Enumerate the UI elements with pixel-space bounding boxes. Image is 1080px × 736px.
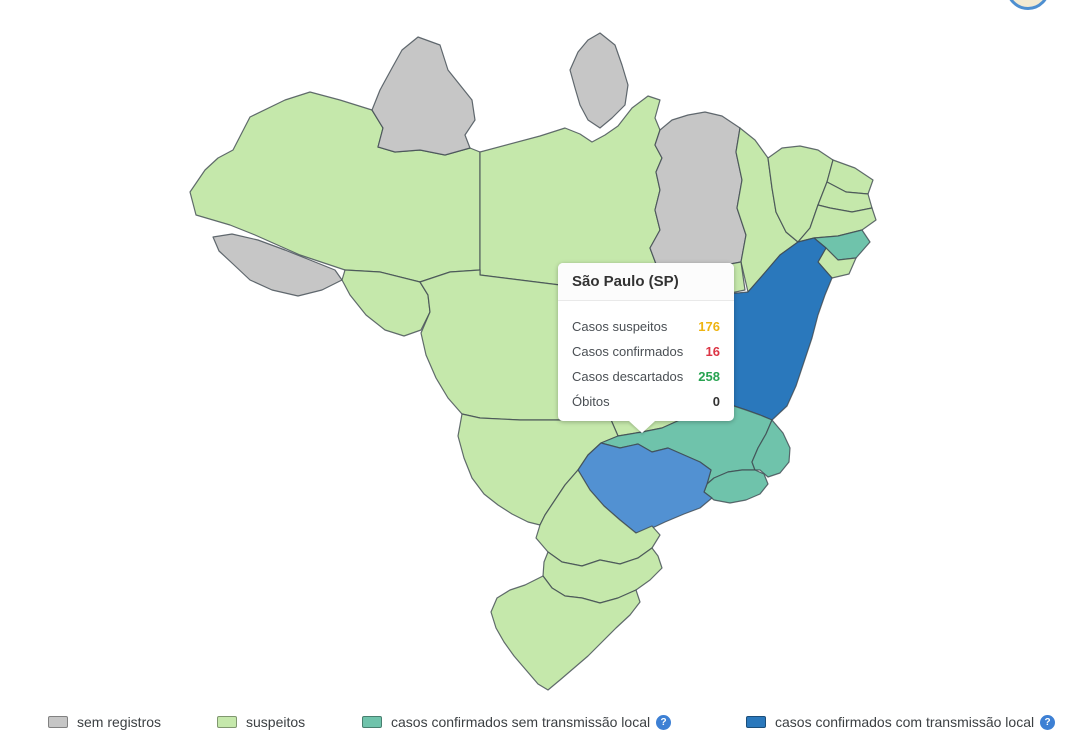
legend-swatch-confirmados-sem-transmissao — [362, 716, 382, 728]
tooltip-row-value: 16 — [705, 344, 720, 359]
legend-swatch-sem-registros — [48, 716, 68, 728]
tooltip-row-label: Casos suspeitos — [572, 319, 668, 334]
state-rondonia[interactable] — [341, 269, 431, 337]
legend-label: casos confirmados sem transmissão local — [391, 714, 651, 730]
tooltip-row-value: 0 — [712, 394, 720, 409]
help-icon[interactable]: ? — [1040, 714, 1056, 730]
tooltip-row-value: 258 — [698, 369, 720, 384]
tooltip-arrow — [629, 421, 655, 433]
tooltip-row-label: Casos descartados — [572, 369, 684, 384]
state-maranhao[interactable] — [649, 111, 747, 269]
legend-label: suspeitos — [246, 714, 306, 730]
state-para[interactable] — [479, 95, 663, 286]
tooltip-title: São Paulo (SP) — [558, 263, 734, 301]
state-roraima[interactable] — [371, 36, 476, 156]
map-legend: sem registros suspeitos casos confirmado… — [0, 710, 1080, 736]
legend-swatch-confirmados-com-transmissao — [746, 716, 766, 728]
tooltip-row-label: Casos confirmados — [572, 344, 684, 359]
legend-item-confirmados-sem-transmissao: casos confirmados sem transmissão local … — [362, 710, 672, 734]
tooltip-row-obitos: Óbitos 0 — [572, 394, 720, 409]
legend-label: sem registros — [77, 714, 162, 730]
tooltip-row-value: 176 — [698, 319, 720, 334]
legend-item-sem-registros: sem registros — [48, 710, 161, 734]
legend-item-suspeitos: suspeitos — [217, 710, 305, 734]
tooltip-row-confirmados: Casos confirmados 16 — [572, 344, 720, 359]
states-group — [189, 32, 877, 691]
help-icon[interactable]: ? — [656, 714, 672, 730]
tooltip-body: Casos suspeitos 176 Casos confirmados 16… — [558, 301, 734, 421]
tooltip-row-descartados: Casos descartados 258 — [572, 369, 720, 384]
tooltip-row-label: Óbitos — [572, 394, 610, 409]
legend-swatch-suspeitos — [217, 716, 237, 728]
state-tooltip: São Paulo (SP) Casos suspeitos 176 Casos… — [558, 263, 734, 433]
legend-label: casos confirmados com transmissão local — [775, 714, 1035, 730]
state-acre[interactable] — [212, 233, 343, 297]
legend-item-confirmados-com-transmissao: casos confirmados com transmissão local … — [746, 710, 1056, 734]
state-rio-grande-do-sul[interactable] — [490, 575, 641, 691]
state-rio-de-janeiro[interactable] — [703, 469, 769, 504]
tooltip-row-suspeitos: Casos suspeitos 176 — [572, 319, 720, 334]
state-amapa[interactable] — [569, 32, 629, 129]
